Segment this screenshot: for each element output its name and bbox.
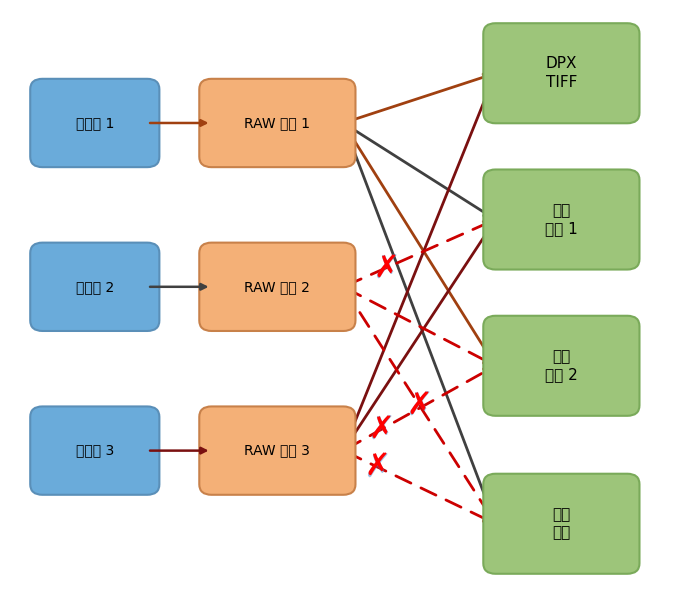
Text: ✗: ✗	[372, 251, 400, 284]
Text: DPX
TIFF: DPX TIFF	[546, 57, 577, 90]
Text: ✗: ✗	[406, 391, 432, 420]
FancyBboxPatch shape	[483, 23, 640, 123]
Text: RAW 格式 3: RAW 格式 3	[244, 444, 310, 458]
Text: ✗: ✗	[363, 450, 391, 483]
Text: 摄影机 1: 摄影机 1	[76, 116, 114, 130]
Text: ✗: ✗	[406, 389, 433, 421]
FancyBboxPatch shape	[483, 474, 640, 574]
Text: ✗: ✗	[368, 415, 394, 444]
FancyBboxPatch shape	[199, 79, 355, 167]
FancyBboxPatch shape	[30, 79, 159, 167]
Text: 特效
软件: 特效 软件	[552, 507, 571, 540]
FancyBboxPatch shape	[483, 316, 640, 416]
FancyBboxPatch shape	[483, 170, 640, 269]
FancyBboxPatch shape	[199, 242, 355, 331]
Text: ✗: ✗	[364, 452, 390, 481]
Text: ✗: ✗	[367, 413, 395, 446]
FancyBboxPatch shape	[30, 407, 159, 495]
Text: RAW 格式 2: RAW 格式 2	[244, 280, 310, 294]
FancyBboxPatch shape	[30, 242, 159, 331]
FancyBboxPatch shape	[199, 407, 355, 495]
Text: 剪辑
软件 2: 剪辑 软件 2	[545, 349, 578, 383]
Text: RAW 格式 1: RAW 格式 1	[244, 116, 310, 130]
Text: ✗: ✗	[373, 254, 399, 282]
Text: 剪辑
软件 1: 剪辑 软件 1	[545, 203, 578, 236]
Text: 摄影机 3: 摄影机 3	[76, 444, 114, 458]
Text: 摄影机 2: 摄影机 2	[76, 280, 114, 294]
